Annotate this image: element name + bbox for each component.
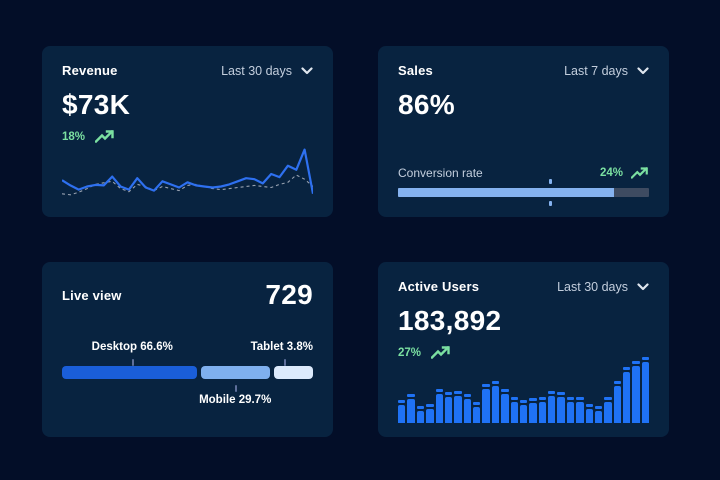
conversion-rate-row: Conversion rate 24% [398, 166, 649, 180]
live-view-bottom-spacer [62, 391, 313, 421]
revenue-range-dropdown[interactable]: Last 30 days [221, 64, 313, 78]
active-users-range-label: Last 30 days [557, 279, 628, 294]
device-split-chart: Desktop 66.6% Tablet 3.8% Mobile 29.7% [62, 341, 313, 406]
users-bar [566, 397, 575, 423]
conversion-delta-pct: 24% [599, 167, 623, 179]
desktop-tick [132, 359, 135, 366]
users-bar [538, 397, 546, 423]
sales-value: 86% [398, 89, 455, 120]
conversion-rate-label: Conversion rate [398, 166, 483, 180]
users-bar [454, 391, 462, 423]
progress-bar [398, 188, 649, 197]
users-bar [632, 361, 640, 423]
live-view-card-header: Live view 729 [62, 279, 313, 311]
tablet-segment [274, 366, 313, 379]
users-bar [473, 402, 481, 423]
chevron-down-icon [637, 66, 649, 74]
active-users-card-title: Active Users [398, 279, 480, 294]
users-bar [501, 389, 509, 423]
users-bar [604, 397, 612, 423]
chevron-down-icon [301, 66, 313, 74]
users-bar [623, 367, 631, 423]
active-users-delta: 27% [398, 346, 649, 359]
users-bar [416, 406, 425, 423]
live-view-card-title: Live view [62, 287, 122, 303]
active-users-delta-pct: 27% [398, 346, 422, 359]
revenue-delta: 18% [62, 130, 313, 143]
users-bar [398, 400, 406, 423]
users-bar [482, 384, 490, 423]
trend-up-icon [631, 167, 648, 179]
active-users-card-header: Active Users Last 30 days [398, 279, 649, 294]
revenue-delta-pct: 18% [62, 130, 86, 143]
users-bar [529, 398, 537, 423]
revenue-card: Revenue Last 30 days $73K 18% [42, 46, 333, 217]
users-bar [426, 404, 434, 423]
trend-up-icon [95, 130, 114, 143]
device-split-top-labels: Desktop 66.6% Tablet 3.8% [62, 341, 313, 357]
progress-marker-top [548, 179, 552, 184]
users-bar [463, 394, 471, 423]
users-bar [548, 391, 556, 423]
progress-marker-bottom [548, 201, 552, 206]
device-split-bar [62, 366, 313, 379]
sales-range-dropdown[interactable]: Last 7 days [564, 64, 649, 78]
users-bar [444, 392, 453, 423]
mobile-tick [235, 385, 238, 392]
active-users-card: Active Users Last 30 days 183,892 27% [378, 262, 669, 437]
live-view-card: Live view 729 Desktop 66.6% Tablet 3.8% … [42, 262, 333, 437]
conversion-progress [398, 179, 649, 206]
active-users-range-dropdown[interactable]: Last 30 days [557, 280, 649, 294]
sales-card-header: Sales Last 7 days [398, 63, 649, 78]
users-bar [613, 381, 621, 423]
users-bar [641, 357, 650, 423]
sales-range-label: Last 7 days [564, 63, 628, 78]
users-bar [510, 397, 518, 423]
active-users-value: 183,892 [398, 305, 502, 336]
revenue-card-title: Revenue [62, 63, 118, 78]
users-bar [519, 400, 528, 423]
users-bar [491, 381, 500, 423]
tablet-tick [284, 359, 287, 366]
users-bar [576, 397, 584, 423]
mobile-segment [201, 366, 271, 379]
users-bar [585, 404, 593, 423]
trend-up-icon [431, 346, 450, 359]
tablet-segment-label: Tablet 3.8% [250, 341, 313, 353]
sales-card: Sales Last 7 days 86% Conversion rate 24… [378, 46, 669, 217]
progress-fill [398, 188, 614, 197]
sales-card-title: Sales [398, 63, 433, 78]
users-bar [594, 406, 603, 423]
active-users-bar-chart [398, 357, 650, 423]
chevron-down-icon [637, 282, 649, 290]
card-grid: Revenue Last 30 days $73K 18% [42, 46, 669, 437]
users-bar [407, 394, 415, 423]
mobile-segment-label: Mobile 29.7% [199, 394, 272, 406]
conversion-delta: 24% [600, 167, 649, 179]
users-bar [435, 389, 443, 423]
desktop-segment-label: Desktop 66.6% [91, 341, 173, 353]
revenue-value: $73K [62, 89, 131, 120]
revenue-card-header: Revenue Last 30 days [62, 63, 313, 78]
users-bar [557, 392, 565, 423]
desktop-segment [62, 366, 198, 379]
revenue-line-chart [62, 146, 313, 202]
live-view-value: 729 [265, 279, 313, 310]
revenue-range-label: Last 30 days [221, 63, 292, 78]
